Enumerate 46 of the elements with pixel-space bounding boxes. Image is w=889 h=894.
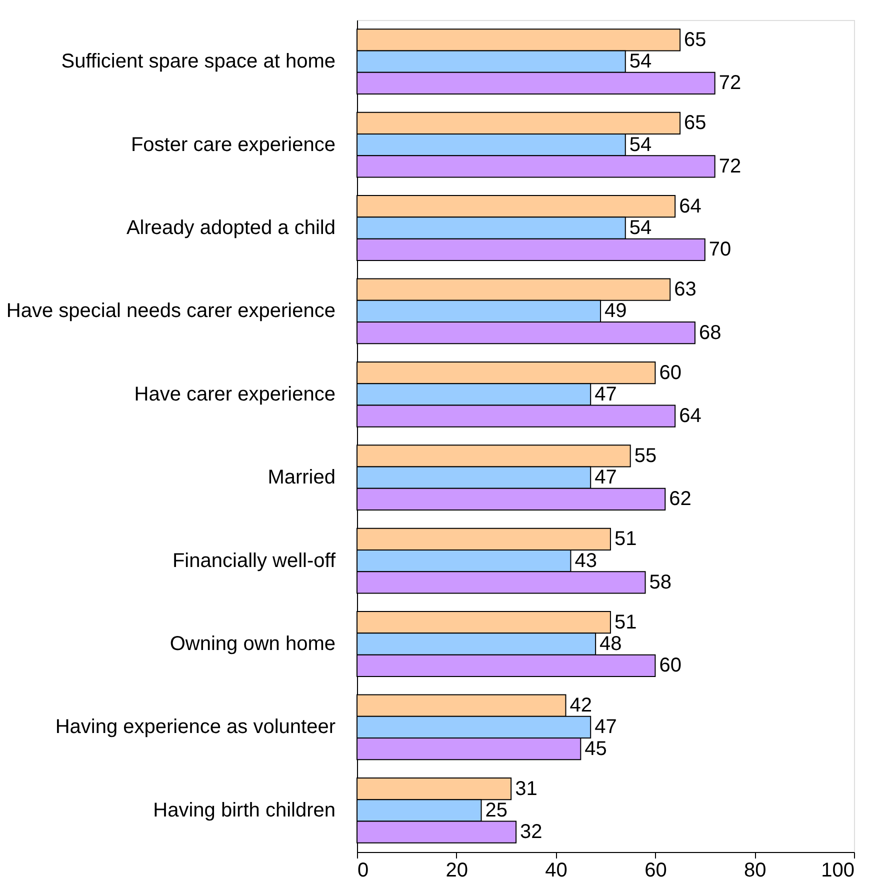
data-label: 42 <box>570 694 592 717</box>
data-label: 47 <box>594 716 617 738</box>
data-label: 25 <box>485 799 508 822</box>
x-tick-label: 60 <box>644 860 667 882</box>
data-label: 68 <box>698 322 722 344</box>
y-tick-label: Foster care experience <box>130 134 336 156</box>
data-label: 62 <box>669 488 692 510</box>
data-label: 60 <box>659 362 682 384</box>
y-tick-label: Owning own home <box>170 633 336 655</box>
y-tick-label: Have special needs carer experience <box>6 300 336 322</box>
y-tick-label: Married <box>268 466 336 489</box>
y-tick-label: Having birth children <box>153 799 336 822</box>
x-tick-label: 0 <box>358 860 369 882</box>
data-label: 32 <box>520 821 542 844</box>
data-label: 54 <box>629 217 652 239</box>
data-label: 51 <box>614 528 637 550</box>
y-tick-label: Sufficient spare space at home <box>61 50 336 73</box>
data-label: 60 <box>659 654 682 677</box>
data-label: 55 <box>634 444 657 467</box>
y-tick-label: Financially well-off <box>172 550 336 572</box>
data-label: 47 <box>594 383 617 406</box>
data-label: 72 <box>718 72 742 94</box>
data-label: 54 <box>629 134 652 156</box>
data-label: 63 <box>674 278 696 301</box>
y-tick-label: Having experience as volunteer <box>55 716 336 738</box>
data-label: 72 <box>718 155 742 178</box>
data-label: 43 <box>574 550 597 572</box>
x-tick-label: 80 <box>744 860 766 882</box>
x-tick-label: 100 <box>821 860 854 882</box>
data-label: 51 <box>614 611 637 634</box>
data-label: 65 <box>684 28 706 51</box>
y-tick-label: Already adopted a child <box>126 217 336 239</box>
data-label: 64 <box>679 405 702 428</box>
x-tick-label: 40 <box>545 860 568 882</box>
data-label: 31 <box>515 778 538 800</box>
data-label: 58 <box>649 571 672 594</box>
data-label: 64 <box>679 195 702 218</box>
data-label: 70 <box>708 238 732 261</box>
data-label: 47 <box>594 466 617 489</box>
x-tick-label: 20 <box>446 860 468 882</box>
data-label: 48 <box>600 633 622 655</box>
y-tick-label: Have carer experience <box>134 383 336 406</box>
data-label: 65 <box>684 112 706 134</box>
data-label: 49 <box>604 300 627 322</box>
data-label: 45 <box>584 738 607 760</box>
data-label: 54 <box>629 50 652 73</box>
